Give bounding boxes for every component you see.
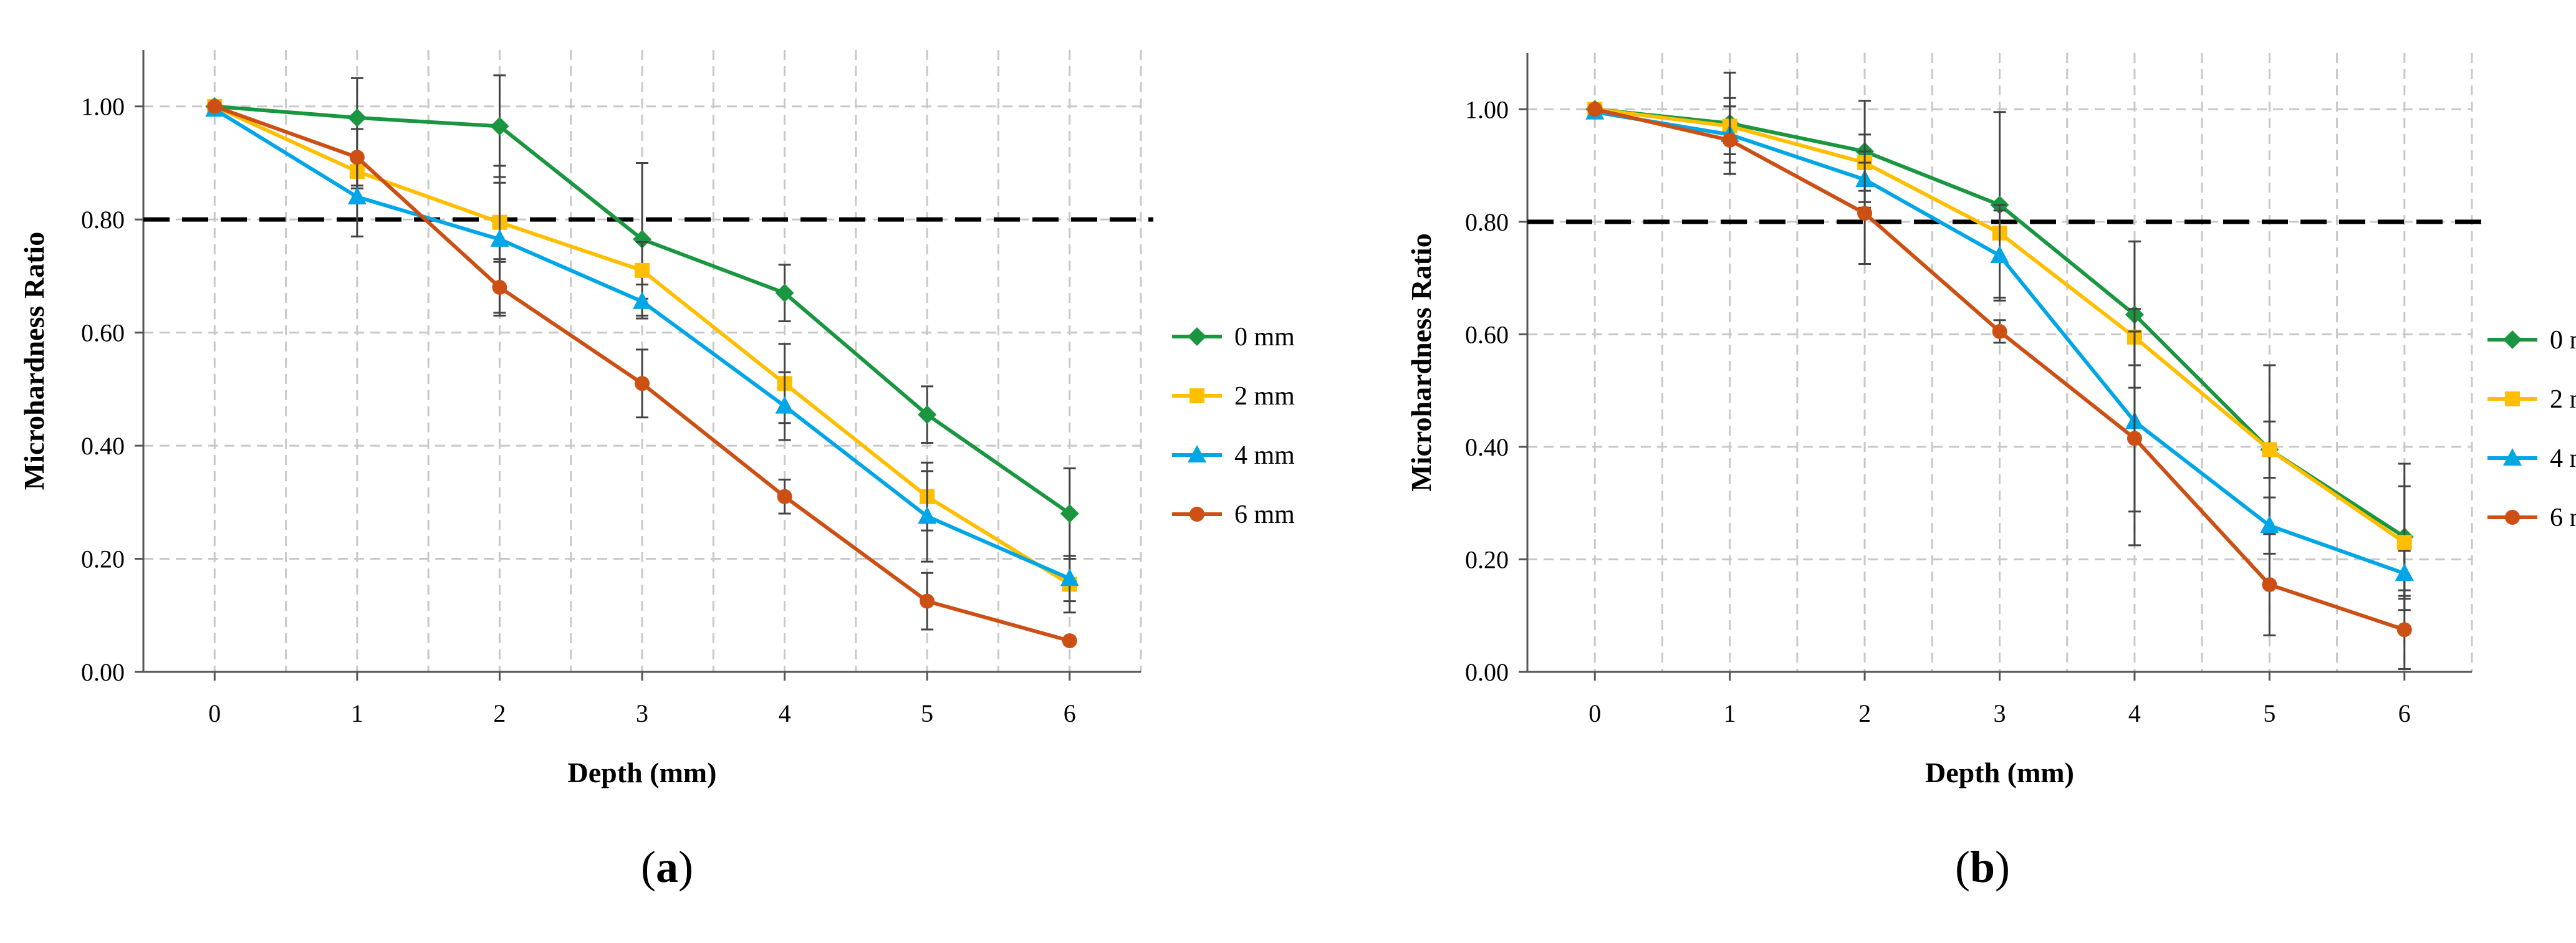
chart-a: 0.00 0.20 0.40 0.60 0.80 1.00 0 1 2 3 4 5 6 Depth (mm… [18,50,1295,788]
data-point [492,280,507,295]
legend-marker [2503,448,2522,466]
data-point [207,98,223,114]
x-tick-label: 1 [1724,699,1736,727]
y-tick-label: 0.00 [81,658,125,686]
data-point [1722,132,1737,148]
data-point [1060,504,1079,523]
data-point [918,506,937,524]
data-point [347,186,367,204]
data-point [633,229,651,249]
legend: 0 mm 2 mm 4 mm 6 mm [2487,326,2576,532]
data-point [2395,563,2414,582]
panel-label-b: (b) [1954,842,2010,892]
x-tick-label: 5 [2263,699,2276,727]
data-point [2260,515,2279,534]
chart-b: 0.00 0.20 0.40 0.60 0.80 1.00 0 1 2 3 4 5 6 Depth (mm… [1405,53,2576,788]
x-tick-label: 5 [921,699,933,727]
data-point [633,291,651,309]
panel-label-a: (a) [641,842,693,892]
legend-marker [1189,388,1204,403]
series-6-mm [207,98,1077,649]
legend-label: 6 mm [2550,504,2576,532]
legend-label: 6 mm [1234,500,1295,529]
legend-marker [1188,445,1206,462]
legend-label: 0 mm [1234,323,1295,352]
x-axis-title: Depth (mm) [1925,757,2074,788]
y-tick-label: 0.80 [81,206,125,234]
y-tick-label: 1.00 [81,93,125,121]
data-point [918,405,937,424]
legend-marker [1189,507,1204,522]
x-tick-label: 4 [779,699,791,727]
data-point [920,593,935,609]
y-tick-label: 0.00 [1465,658,1509,686]
y-tick-label: 0.80 [1465,208,1509,236]
data-point [777,489,792,504]
legend-marker [2503,330,2522,349]
legend-label: 4 mm [1234,441,1295,470]
legend-label: 2 mm [2550,385,2576,414]
data-point [1587,102,1603,117]
x-tick-label: 2 [1858,699,1871,727]
x-tick-label: 6 [1064,699,1076,727]
data-point [1857,206,1873,221]
y-tick-label: 1.00 [1465,95,1509,123]
x-tick-label: 4 [2128,699,2141,727]
data-point [635,262,650,278]
data-point [775,284,794,303]
y-tick-label: 0.60 [1465,320,1509,348]
legend-label: 2 mm [1234,382,1295,411]
x-tick-label: 2 [493,699,506,727]
legend-marker [1188,327,1206,346]
x-tick-label: 3 [636,699,648,727]
data-point [2262,577,2277,593]
y-tick-label: 0.60 [81,319,125,347]
legend: 0 mm 2 mm 4 mm 6 mm [1172,323,1295,529]
y-tick-label: 0.40 [1465,433,1509,461]
data-point [1062,633,1077,649]
legend-label: 4 mm [2550,444,2576,473]
legend-marker [2505,391,2520,406]
data-point [2262,442,2277,457]
data-point [1992,323,2007,339]
x-tick-label: 0 [208,699,221,727]
x-tick-label: 1 [351,699,363,727]
data-point [490,117,509,136]
data-point [2127,431,2142,446]
series-6-mm [1587,102,2412,670]
x-axis-title: Depth (mm) [568,757,717,788]
x-tick-label: 3 [1994,699,2006,727]
data-point [2396,535,2412,550]
y-axis-title: Microhardness Ratio [1405,233,1437,491]
y-tick-label: 0.20 [1465,545,1509,573]
y-axis-title: Microhardness Ratio [18,232,50,490]
data-point [349,150,365,165]
y-tick-label: 0.20 [81,545,125,573]
series-0-mm [205,74,1079,560]
x-tick-label: 6 [2398,699,2411,727]
x-tick-label: 0 [1588,699,1601,727]
data-point [635,376,650,391]
data-point [2396,622,2412,638]
data-point [775,396,794,414]
y-tick-label: 0.40 [81,432,125,460]
data-point [1990,245,2009,263]
data-point [347,108,367,127]
legend-label: 0 mm [2550,326,2576,355]
data-point [490,229,509,247]
legend-marker [2505,510,2520,525]
data-point [1060,568,1079,586]
